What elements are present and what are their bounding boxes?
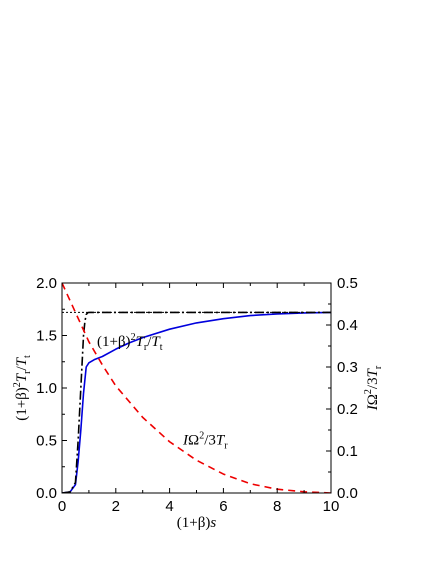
y-left-tick-label: 0.5 — [36, 433, 57, 450]
annotation-blue-sub-t: t — [160, 342, 163, 353]
y-left-tick-label: 2.0 — [36, 275, 57, 292]
y-left-label-sub-t: t — [22, 355, 33, 358]
annotation-red-T: T — [216, 433, 226, 449]
annotation-blue-T2: T — [151, 334, 161, 350]
y-right-label-sub-r: r — [373, 365, 384, 369]
annotation-red-rest: /3 — [204, 433, 216, 449]
annotation-blue-sup: 2 — [131, 332, 136, 343]
y-left-tick-label: 1.5 — [36, 328, 57, 345]
annotation-red-I: I — [182, 433, 189, 449]
y-right-tick-label: 0.0 — [337, 485, 358, 502]
annotation-blue: (1+β)2Tr/Tt — [97, 332, 163, 353]
x-axis-label-var: s — [210, 515, 216, 531]
x-tick-label: 10 — [323, 498, 340, 515]
y-right-tick-label: 0.4 — [337, 317, 358, 334]
y-left-label-T2: T — [14, 356, 30, 366]
series-line-3 — [62, 283, 331, 493]
annotation-red-sup: 2 — [199, 431, 204, 442]
y-right-axis-label: IΩ2/3Tr — [363, 365, 384, 411]
axes-layer: 0 2 4 6 8 100.00.51.01.52.00.00.10.20.30.40.5… — [12, 275, 384, 531]
y-right-label-rest: /3 — [365, 377, 381, 389]
y-right-tick-label: 0.5 — [337, 275, 358, 292]
y-left-tick-label: 1.0 — [36, 380, 57, 397]
annotation-red-omega: Ω — [188, 433, 199, 449]
series-line-0 — [62, 311, 331, 493]
x-axis-label-prefix: (1+β) — [177, 515, 211, 531]
annotation-blue-slash: / — [147, 334, 152, 350]
annotation-blue-T: T — [136, 334, 146, 350]
y-left-label-sup: 2 — [12, 382, 23, 387]
annotation-red: IΩ2/3Tr — [182, 431, 228, 452]
y-right-label-omega: Ω — [365, 394, 381, 405]
y-left-label-prefix: (1+β) — [14, 387, 30, 421]
x-tick-label: 0 — [58, 498, 66, 515]
y-right-tick-label: 0.1 — [337, 443, 358, 460]
y-right-label-T: T — [365, 367, 381, 377]
y-right-tick-label: 0.2 — [337, 401, 358, 418]
x-tick-label: 2 — [112, 498, 120, 515]
y-right-label-sup: 2 — [363, 389, 374, 394]
x-axis-label: (1+β)s — [177, 515, 217, 531]
y-left-label-slash: / — [14, 366, 30, 371]
annotation-red-sub-r: r — [224, 441, 228, 452]
x-tick-label: 8 — [273, 498, 281, 515]
annotation-blue-prefix: (1+β) — [97, 334, 131, 350]
y-left-label-sub-r: r — [22, 370, 33, 374]
annotation-blue-sub-r: r — [144, 342, 148, 353]
axes-frame — [61, 282, 332, 494]
y-left-axis-label: (1+β)2Tr/Tt — [12, 355, 33, 421]
series-layer — [62, 283, 331, 493]
y-right-label-I: I — [365, 404, 381, 411]
x-tick-label: 6 — [219, 498, 227, 515]
y-left-tick-label: 0.0 — [36, 485, 57, 502]
y-left-label-T: T — [14, 372, 30, 382]
y-right-tick-label: 0.3 — [337, 359, 358, 376]
x-tick-label: 4 — [165, 498, 173, 515]
